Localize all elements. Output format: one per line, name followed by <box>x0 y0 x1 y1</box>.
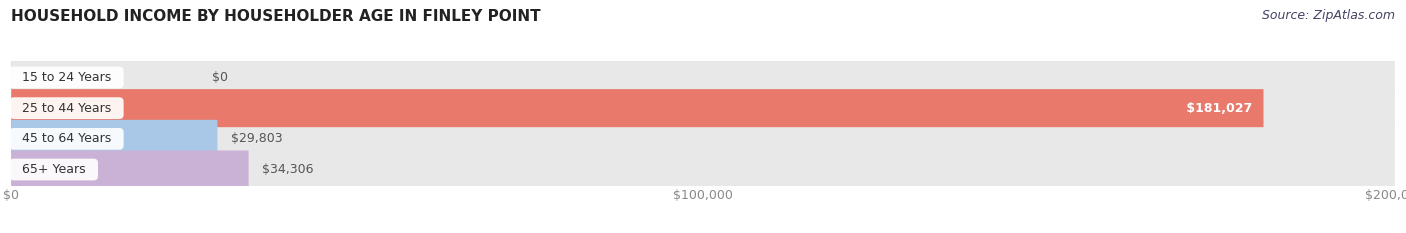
FancyBboxPatch shape <box>11 58 1395 96</box>
FancyBboxPatch shape <box>11 151 1395 188</box>
Text: HOUSEHOLD INCOME BY HOUSEHOLDER AGE IN FINLEY POINT: HOUSEHOLD INCOME BY HOUSEHOLDER AGE IN F… <box>11 9 541 24</box>
Text: $0: $0 <box>212 71 228 84</box>
FancyBboxPatch shape <box>11 120 1395 158</box>
Text: $34,306: $34,306 <box>263 163 314 176</box>
Text: 65+ Years: 65+ Years <box>14 163 94 176</box>
Text: 45 to 64 Years: 45 to 64 Years <box>14 132 120 145</box>
FancyBboxPatch shape <box>11 120 218 158</box>
Text: 25 to 44 Years: 25 to 44 Years <box>14 102 120 115</box>
Text: 15 to 24 Years: 15 to 24 Years <box>14 71 120 84</box>
Text: Source: ZipAtlas.com: Source: ZipAtlas.com <box>1261 9 1395 22</box>
FancyBboxPatch shape <box>11 89 1395 127</box>
Text: $29,803: $29,803 <box>231 132 283 145</box>
Text: $181,027: $181,027 <box>1182 102 1257 115</box>
FancyBboxPatch shape <box>11 89 1264 127</box>
FancyBboxPatch shape <box>11 151 249 188</box>
